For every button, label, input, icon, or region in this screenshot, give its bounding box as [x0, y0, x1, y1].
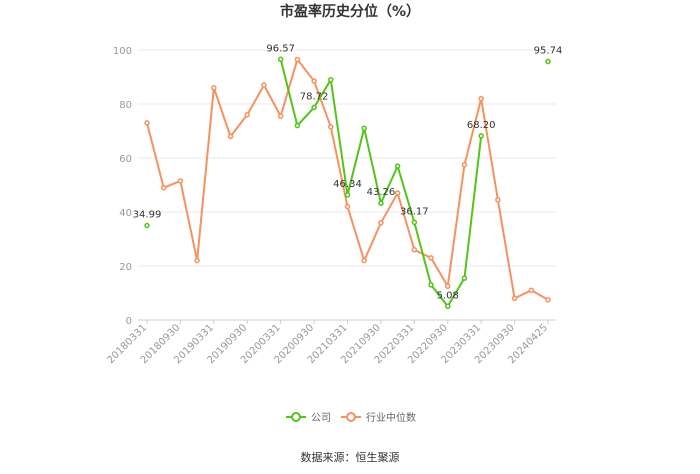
data-point-industry-median — [160, 184, 167, 191]
data-label: 5.08 — [437, 290, 459, 301]
data-point-company — [277, 56, 284, 63]
data-point-industry-median — [378, 220, 384, 226]
data-point-industry-median — [411, 247, 418, 253]
legend-item-company[interactable]: 公司 — [286, 412, 331, 424]
data-point-industry-median — [227, 133, 234, 140]
data-point-company — [328, 76, 334, 83]
series-points — [144, 56, 551, 310]
y-tick-label: 20 — [119, 262, 132, 273]
data-point-company — [478, 133, 484, 139]
y-axis: 0 20 40 60 80 100 — [113, 46, 132, 327]
data-point-industry-median — [495, 197, 501, 203]
data-point-industry-median — [361, 257, 367, 264]
data-label: 34.99 — [133, 210, 162, 221]
data-point-industry-median — [478, 95, 484, 102]
data-point-industry-median — [261, 82, 267, 88]
data-point-company — [361, 125, 367, 132]
data-point-industry-median — [177, 178, 184, 184]
data-label: 96.57 — [266, 43, 295, 54]
y-tick-label: 0 — [126, 316, 132, 327]
chart-title: 市盈率历史分位（%） — [280, 3, 420, 20]
data-point-company — [428, 282, 434, 288]
data-point-industry-median — [461, 162, 468, 168]
data-label: 78.72 — [300, 91, 329, 102]
data-point-industry-median — [277, 113, 284, 119]
data-label: 43.26 — [367, 187, 396, 198]
y-tick-label: 80 — [119, 100, 132, 111]
data-source: 数据来源：恒生聚源 — [301, 450, 400, 464]
data-point-company — [394, 163, 401, 169]
data-point-company — [311, 104, 317, 111]
data-point-industry-median — [244, 112, 250, 118]
y-tick-label: 60 — [119, 154, 132, 165]
data-point-company — [344, 192, 351, 198]
data-point-company — [378, 200, 384, 206]
data-point-industry-median — [511, 295, 518, 302]
data-point-company — [294, 122, 301, 129]
data-point-company — [144, 222, 150, 229]
legend[interactable]: 公司 行业中位数 — [286, 411, 416, 424]
data-label: 46.34 — [333, 179, 362, 190]
data-point-industry-median — [394, 190, 401, 196]
y-tick-label: 40 — [119, 208, 132, 219]
data-point-industry-median — [445, 283, 451, 289]
data-label: 68.20 — [467, 120, 496, 131]
data-point-industry-median — [311, 78, 317, 84]
data-point-company — [411, 219, 418, 226]
data-point-industry-median — [144, 120, 150, 126]
data-labels: 34.99 96.57 78.72 46.34 43.26 36.17 5.08 68.20 9… — [133, 43, 563, 301]
legend-company-label: 公司 — [311, 413, 331, 424]
data-point-industry-median — [428, 255, 434, 261]
data-point-industry-median — [328, 124, 334, 130]
x-axis: 2018033120180930201903312019093020200331… — [105, 320, 550, 366]
data-point-company — [445, 303, 451, 310]
y-tick-label: 100 — [113, 46, 132, 57]
legend-company-marker — [291, 412, 301, 422]
legend-item-industry-median[interactable]: 行业中位数 — [341, 411, 416, 424]
data-point-company — [545, 58, 551, 65]
data-point-industry-median — [545, 297, 551, 303]
data-point-company — [461, 275, 468, 281]
data-point-industry-median — [294, 56, 301, 63]
data-point-industry-median — [211, 85, 217, 91]
legend-industry-marker — [346, 412, 356, 422]
data-label: 95.74 — [534, 46, 563, 57]
data-point-industry-median — [344, 203, 351, 210]
data-point-industry-median — [194, 257, 200, 264]
legend-industry-label: 行业中位数 — [366, 411, 416, 424]
data-label: 36.17 — [400, 206, 429, 217]
data-point-industry-median — [528, 287, 535, 294]
